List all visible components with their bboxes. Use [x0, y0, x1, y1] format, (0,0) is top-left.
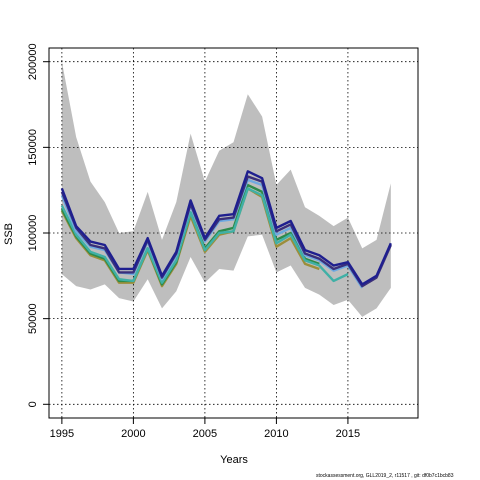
x-axis-title: Years [220, 454, 248, 466]
x-tick-label-2005: 2005 [193, 428, 217, 440]
series-line-3 [60, 187, 349, 284]
series-line-1 [60, 175, 392, 288]
y-tick-label-200000: 200000 [27, 43, 39, 80]
axes: 1995 2000 2005 2010 2015 0 50000 100000 150000 20… [27, 43, 419, 440]
series-line-0 [60, 170, 392, 286]
x-tick-label-2015: 2015 [336, 428, 360, 440]
x-tick-label-1995: 1995 [50, 428, 74, 440]
y-tick-label-100000: 100000 [27, 215, 39, 252]
x-tick-label-2010: 2010 [264, 428, 288, 440]
y-tick-label-50000: 50000 [27, 303, 39, 334]
y-tick-label-150000: 150000 [27, 129, 39, 166]
plot-area [49, 48, 418, 418]
footnote: stockassessment.org, GLL2019_2, r11517 ,… [316, 473, 454, 479]
y-axis-title: SSB [3, 223, 15, 245]
y-tick-label-0: 0 [27, 401, 39, 407]
confidence-band [61, 61, 391, 317]
x-tick-label-2000: 2000 [121, 428, 145, 440]
